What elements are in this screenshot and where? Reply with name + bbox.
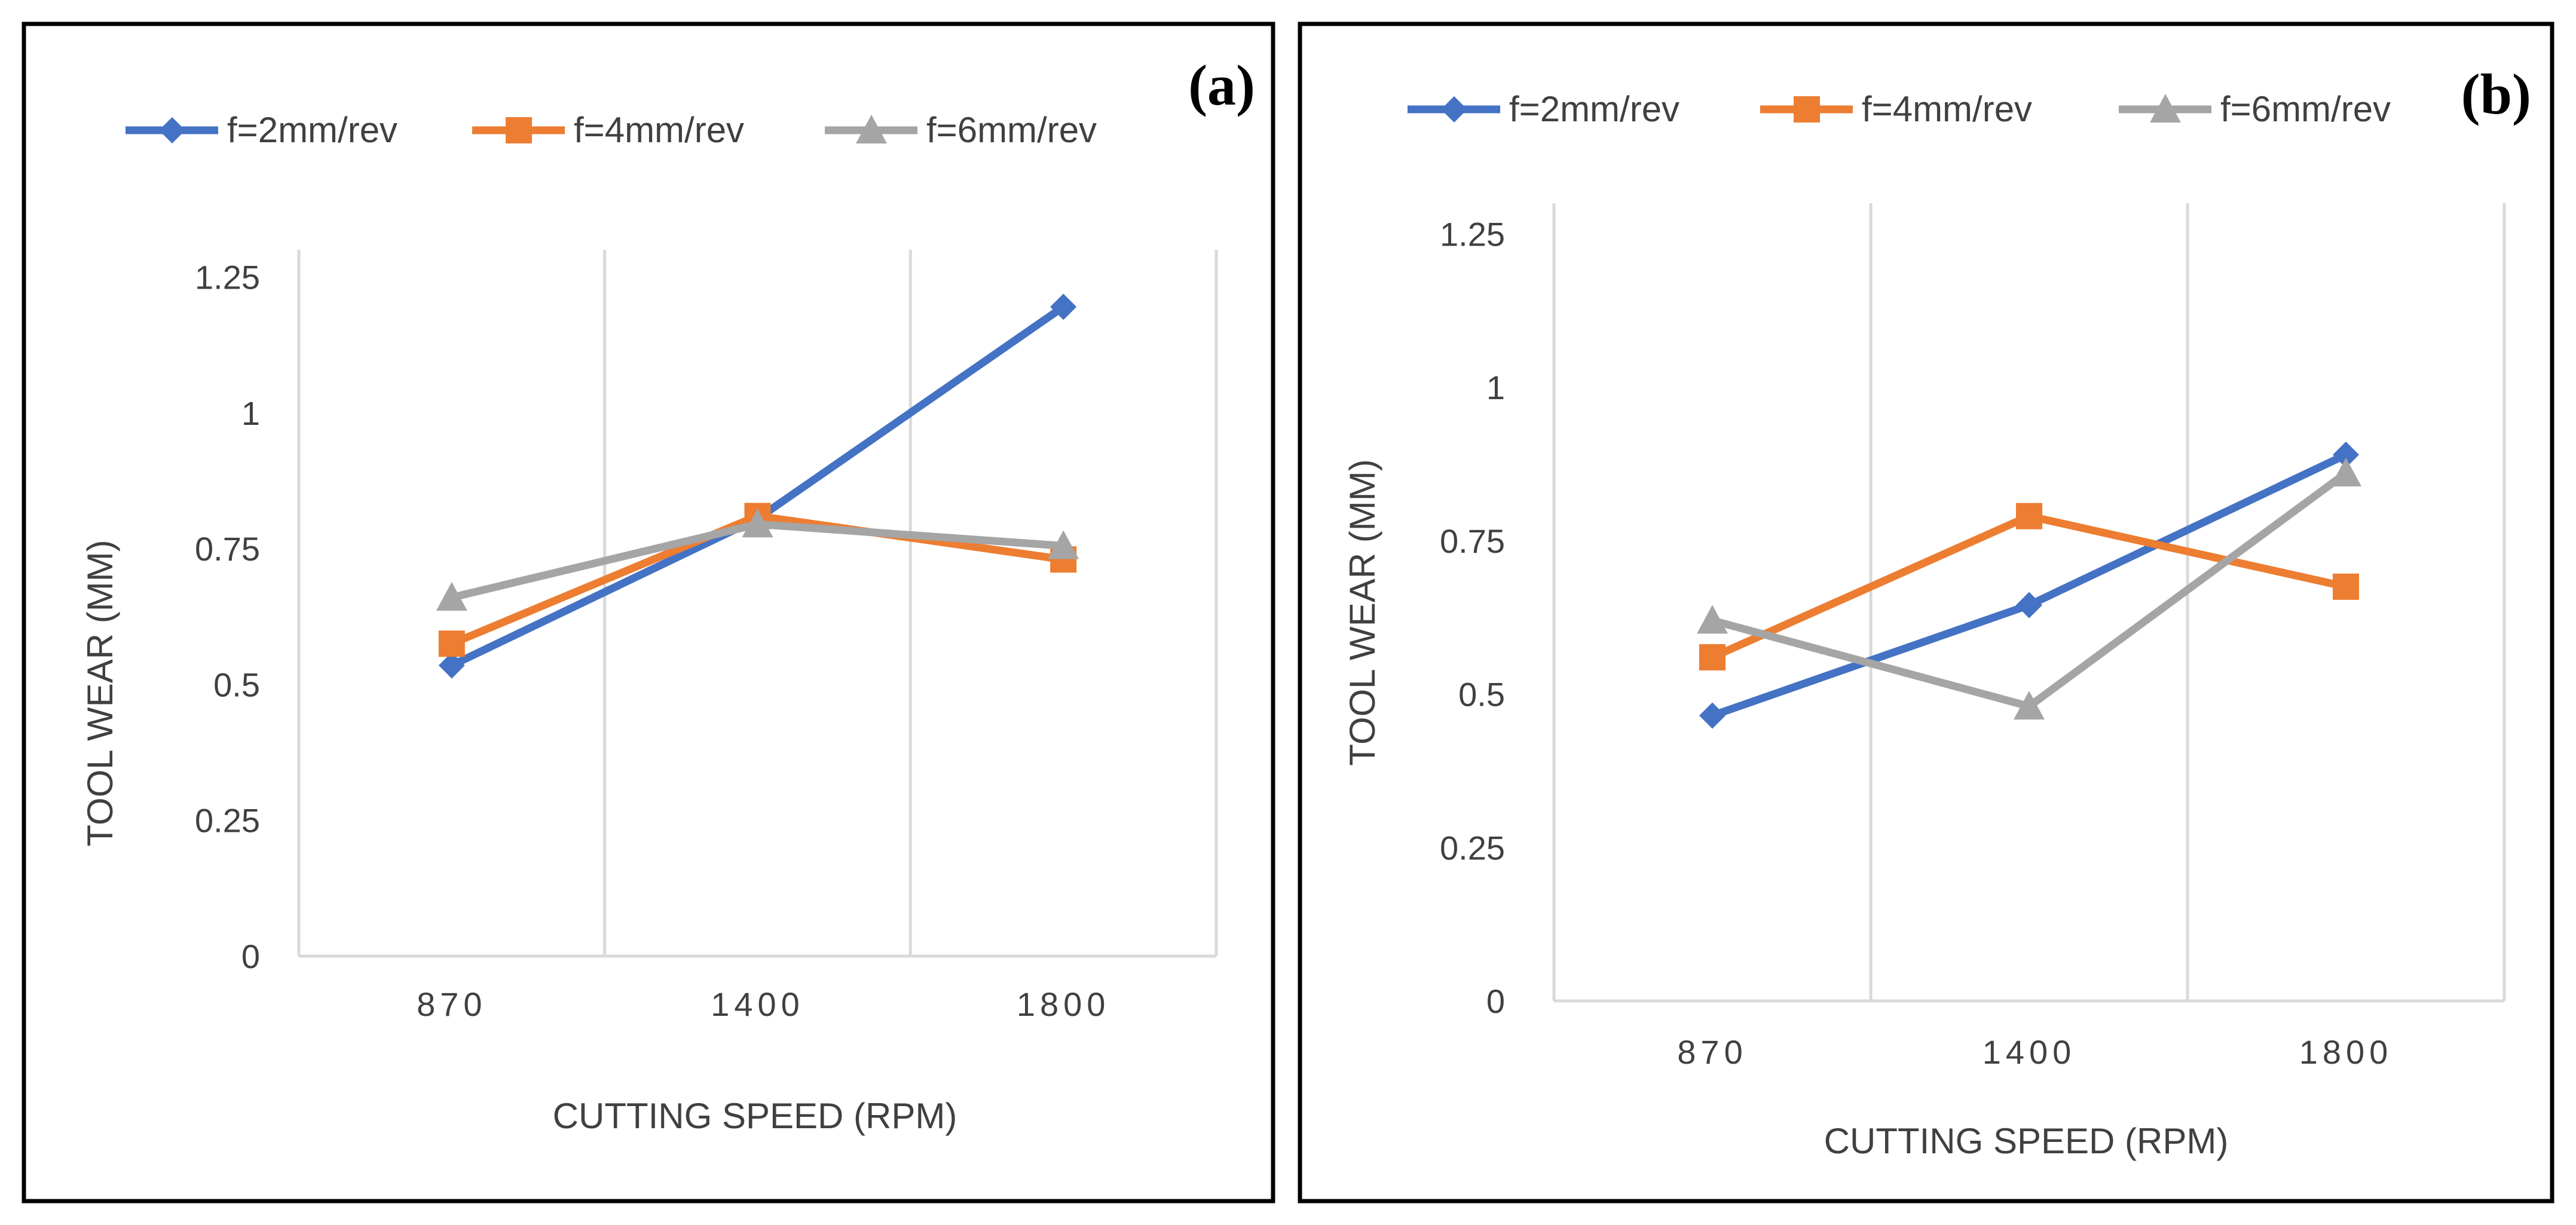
legend-label: f=2mm/rev [1509, 89, 1679, 129]
panel-frame [1298, 22, 2554, 1203]
x-axis-title: CUTTING SPEED (RPM) [553, 1096, 957, 1136]
y-tick-label: 1.25 [195, 258, 260, 296]
legend-label: f=6mm/rev [2220, 89, 2391, 129]
data-point [438, 630, 465, 657]
gridlines [1869, 203, 2189, 1001]
data-point [436, 581, 467, 611]
data-point [1050, 293, 1077, 320]
data-point [2333, 442, 2359, 468]
legend-marker [1794, 96, 1820, 122]
x-axis-title: CUTTING SPEED (RPM) [1824, 1121, 2229, 1161]
panel-label: (b) [2461, 62, 2531, 126]
data-point [1699, 644, 1726, 670]
y-tick-label: 0 [1486, 982, 1505, 1020]
legend-label: f=4mm/rev [1862, 89, 2032, 129]
panel-frame [22, 22, 1275, 1203]
series-line-f=2mm/rev [1708, 451, 2350, 719]
y-tick-label: 0.25 [1440, 829, 1505, 866]
data-point [2016, 592, 2042, 618]
y-tick-label: 1.25 [1440, 215, 1505, 253]
chart-panel-a: (a) f=2mm/rev f=4mm/rev f=6mm/rev 0 0.25 0.5… [22, 22, 1275, 1203]
legend-marker [2150, 94, 2181, 123]
y-axis-title: TOOL WEAR (MM) [1342, 459, 1382, 765]
legend: f=2mm/rev f=4mm/rev f=6mm/rev [1408, 89, 2391, 129]
legend-marker [159, 117, 185, 143]
data-point [2014, 691, 2045, 720]
x-tick-labels: 870 1400 1800 [417, 985, 1110, 1023]
y-axis-title: TOOL WEAR (MM) [80, 540, 120, 846]
data-point [1699, 702, 1726, 729]
y-tick-labels: 0 0.25 0.5 0.75 1 1.25 [195, 258, 260, 975]
y-tick-label: 1 [1486, 369, 1505, 406]
data-point [2333, 573, 2359, 600]
data-point [2330, 457, 2361, 486]
data-point [742, 509, 773, 538]
data-point [1048, 530, 1079, 559]
x-tick-labels: 870 1400 1800 [1677, 1033, 2393, 1071]
data-point [1697, 605, 1728, 634]
y-tick-label: 0.5 [213, 666, 260, 703]
y-tick-label: 0.5 [1458, 676, 1505, 713]
legend-label: f=4mm/rev [574, 110, 744, 150]
y-tick-label: 0.75 [1440, 522, 1505, 560]
legend-marker [506, 117, 532, 143]
axes [1552, 203, 2506, 1003]
series-lines [1697, 442, 2361, 729]
legend-marker [1441, 96, 1467, 122]
chart-panel-b: (b) f=2mm/rev f=4mm/rev f=6mm/rev 0 0.25 0.5… [1298, 22, 2554, 1203]
y-tick-labels: 0 0.25 0.5 0.75 1 1.25 [1440, 215, 1505, 1020]
legend-label: f=2mm/rev [227, 110, 397, 150]
series-lines [436, 293, 1079, 679]
x-tick-label: 1400 [711, 985, 804, 1023]
y-tick-label: 0.25 [195, 802, 260, 840]
axes [297, 250, 1218, 958]
panel-label: (a) [1188, 53, 1255, 117]
y-tick-label: 1 [241, 394, 260, 432]
x-tick-label: 870 [417, 985, 487, 1023]
legend-marker [856, 115, 887, 144]
x-tick-label: 1800 [2299, 1033, 2393, 1071]
y-tick-label: 0 [241, 938, 260, 975]
legend: f=2mm/rev f=4mm/rev f=6mm/rev [126, 110, 1097, 150]
gridlines [603, 250, 912, 956]
data-point [2016, 503, 2042, 529]
series-line-f=2mm/rev [448, 302, 1067, 670]
y-tick-label: 0.75 [195, 530, 260, 568]
legend-label: f=6mm/rev [926, 110, 1097, 150]
data-point [438, 652, 465, 679]
x-tick-label: 1400 [1983, 1033, 2076, 1071]
x-tick-label: 870 [1677, 1033, 1747, 1071]
x-tick-label: 1800 [1017, 985, 1110, 1023]
series-line-f=4mm/rev [1708, 512, 2350, 662]
